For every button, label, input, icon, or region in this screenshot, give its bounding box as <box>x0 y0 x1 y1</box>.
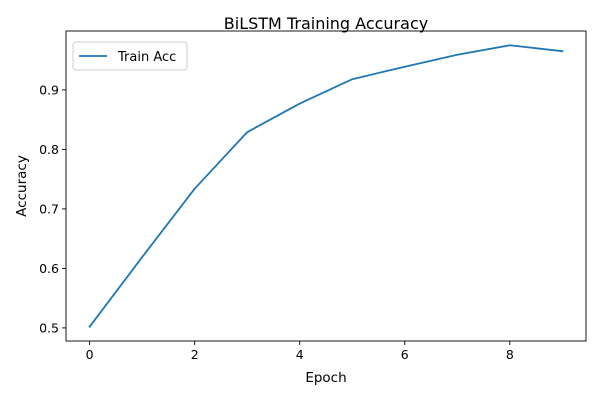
x-tick-label: 8 <box>506 347 514 362</box>
series-layer <box>88 44 564 328</box>
x-tick-label: 6 <box>401 347 409 362</box>
x-tick-label: 4 <box>296 347 304 362</box>
x-tick-label: 2 <box>191 347 199 362</box>
y-tick-label: 0.9 <box>39 82 59 97</box>
y-axis-label: Accuracy <box>14 155 30 217</box>
legend-label-train-acc: Train Acc <box>117 50 176 65</box>
y-tick-label: 0.7 <box>39 201 59 216</box>
y-tick-label: 0.6 <box>39 261 59 276</box>
chart-title: BiLSTM Training Accuracy <box>224 14 428 33</box>
plot-area: 0 2 4 6 8 0.5 0.6 0.7 0.8 0.9 <box>39 30 587 362</box>
x-axis-ticks: 0 2 4 6 8 <box>86 341 514 362</box>
x-axis-label: Epoch <box>305 370 346 386</box>
series-line-train-acc <box>88 44 564 328</box>
legend: Train Acc <box>72 41 188 71</box>
y-tick-label: 0.5 <box>39 320 59 335</box>
y-tick-label: 0.8 <box>39 142 59 157</box>
legend-box <box>72 41 188 71</box>
x-tick-label: 0 <box>86 347 94 362</box>
plot-frame <box>65 30 587 342</box>
y-axis-ticks: 0.5 0.6 0.7 0.8 0.9 <box>39 82 66 335</box>
